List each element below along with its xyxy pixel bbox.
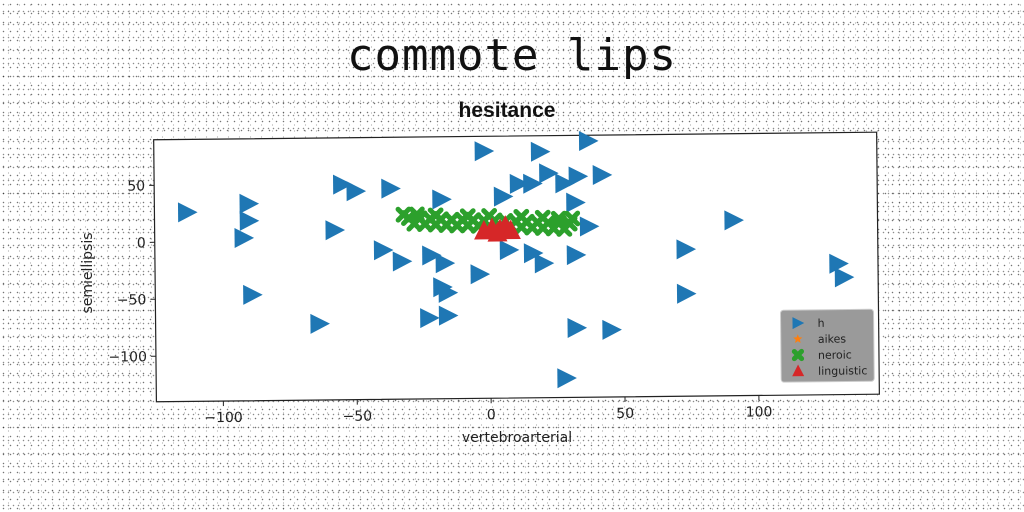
data-point: [234, 228, 255, 249]
data-point: [829, 253, 849, 274]
data-point: [579, 216, 600, 237]
data-point: [310, 313, 330, 334]
data-point: [432, 189, 452, 210]
data-point: [346, 181, 367, 202]
data-point: [567, 317, 588, 338]
data-point: [530, 141, 551, 162]
data-point: [177, 202, 198, 223]
axes: −100 −50 0 50 100 −100 −50 0 50: [108, 178, 773, 426]
data-point: [550, 210, 567, 227]
data-point: [395, 206, 412, 223]
data-point: [500, 219, 521, 240]
data-marks: [177, 131, 855, 389]
data-point: [523, 243, 544, 264]
x-tick-label: 100: [746, 404, 773, 420]
legend-label: h: [818, 317, 825, 330]
data-point: [332, 174, 353, 195]
data-point: [539, 163, 559, 184]
series-linguistic: [474, 215, 521, 242]
x-tick-label: 50: [616, 406, 634, 422]
legend-label: linguistic: [818, 364, 867, 378]
data-point: [509, 173, 530, 194]
data-point: [239, 193, 260, 214]
data-point: [834, 267, 855, 288]
x-axis-label: vertebroarterial: [462, 430, 572, 446]
data-point: [534, 253, 555, 274]
data-point: [564, 210, 581, 227]
x-tick-label: 0: [487, 407, 496, 423]
data-point: [499, 240, 520, 261]
data-point: [592, 165, 613, 186]
y-tick-label: −100: [108, 349, 147, 365]
data-point: [435, 253, 456, 274]
data-point: [438, 305, 459, 326]
data-point: [381, 178, 401, 199]
legend-marker: [791, 348, 805, 362]
chart-title: hesitance: [459, 99, 556, 122]
data-point: [470, 264, 491, 285]
series-h: [177, 131, 855, 389]
data-point: [239, 210, 260, 231]
figure-suptitle: commote lips: [347, 30, 677, 81]
data-point: [555, 173, 575, 194]
x-tick-label: −50: [343, 409, 373, 425]
data-point: [523, 173, 543, 194]
data-point: [373, 240, 394, 261]
legend-marker: [792, 317, 805, 330]
legend-label: neroic: [818, 348, 852, 361]
data-point: [566, 245, 587, 266]
y-tick-label: −50: [117, 292, 147, 308]
y-axis-label: semiellipsis: [80, 232, 96, 313]
data-point: [676, 239, 697, 260]
legend-marker: [792, 364, 805, 377]
plot-area-group: −100 −50 0 50 100 −100 −50 0 50 h aikes neroic ling…: [108, 131, 880, 426]
x-tick-label: −100: [204, 410, 243, 426]
data-point: [534, 209, 551, 226]
data-point: [568, 166, 589, 187]
data-point: [474, 141, 495, 162]
legend-marker: [793, 334, 803, 343]
y-tick-label: 0: [137, 235, 146, 251]
data-point: [408, 206, 425, 223]
data-point: [427, 207, 444, 224]
y-tick-label: 50: [127, 178, 145, 194]
data-point: [325, 220, 346, 241]
data-point: [392, 251, 413, 272]
data-point: [724, 210, 744, 231]
data-point: [243, 284, 263, 305]
data-point: [422, 245, 442, 266]
data-point: [438, 282, 459, 303]
data-point: [557, 368, 577, 389]
data-point: [602, 319, 622, 340]
data-point: [420, 308, 440, 329]
data-point: [566, 192, 586, 213]
data-point: [578, 131, 599, 152]
legend: h aikes neroic linguistic: [780, 308, 875, 383]
data-point: [487, 222, 508, 242]
data-point: [493, 186, 514, 207]
legend-label: aikes: [818, 333, 847, 346]
legend-box: [780, 308, 875, 383]
data-point: [513, 208, 530, 225]
data-point: [676, 283, 697, 304]
data-point: [459, 208, 476, 225]
plot-area: [153, 131, 880, 403]
